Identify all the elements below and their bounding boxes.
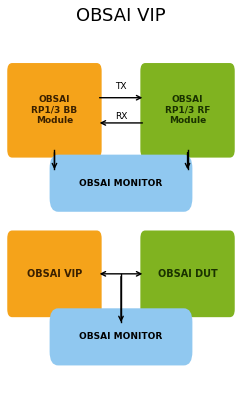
Text: OBSAI MONITOR: OBSAI MONITOR [79, 333, 163, 341]
FancyBboxPatch shape [140, 230, 235, 317]
Text: TX: TX [115, 82, 127, 91]
Text: OBSAI
RP1/3 RF
Module: OBSAI RP1/3 RF Module [165, 95, 210, 125]
FancyBboxPatch shape [7, 63, 102, 158]
Text: OBSAI VIP: OBSAI VIP [76, 7, 166, 25]
FancyBboxPatch shape [140, 63, 235, 158]
Text: OBSAI
RP1/3 BB
Module: OBSAI RP1/3 BB Module [31, 95, 77, 125]
Text: OBSAI VIP: OBSAI VIP [27, 269, 82, 279]
FancyBboxPatch shape [50, 154, 192, 212]
Text: OBSAI MONITOR: OBSAI MONITOR [79, 179, 163, 188]
FancyBboxPatch shape [7, 230, 102, 317]
FancyBboxPatch shape [50, 308, 192, 366]
Text: OBSAI DUT: OBSAI DUT [158, 269, 217, 279]
Text: RX: RX [115, 112, 127, 121]
